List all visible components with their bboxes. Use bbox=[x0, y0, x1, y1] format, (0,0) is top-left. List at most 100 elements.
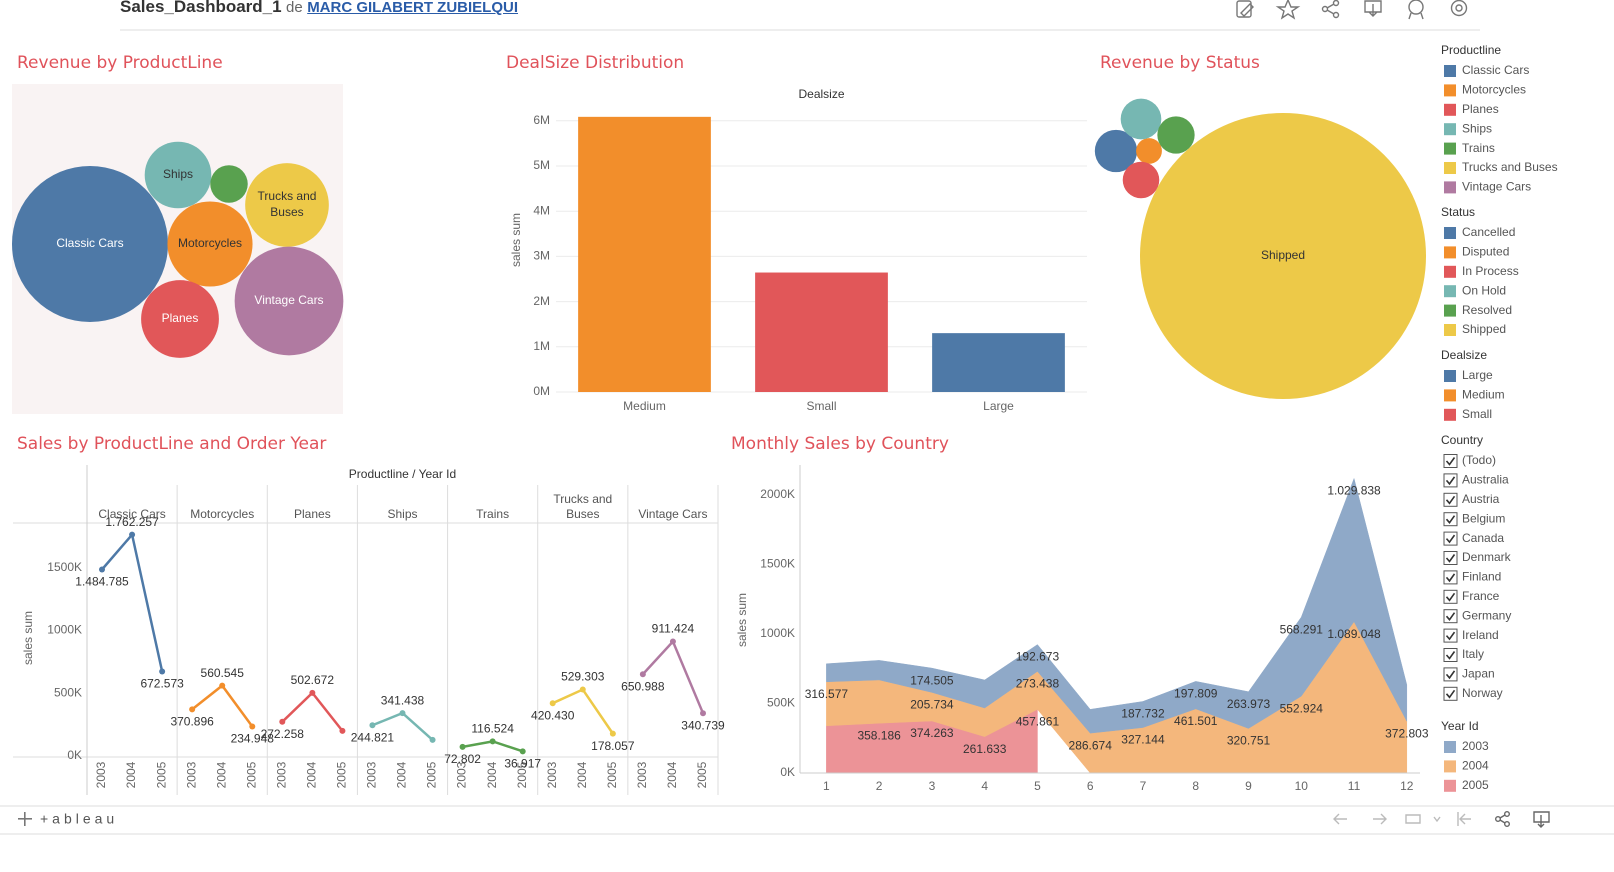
x-tick-label: 2004 bbox=[124, 761, 138, 788]
legend-label: (Todo) bbox=[1462, 453, 1496, 467]
legend-label: 2005 bbox=[1462, 778, 1489, 792]
check-mark bbox=[1445, 670, 1456, 680]
legend-swatch bbox=[1444, 741, 1456, 753]
panel-name-box: Vintage Cars bbox=[638, 507, 708, 521]
x-tick-label: 2003 bbox=[94, 761, 108, 788]
legend-swatch bbox=[1444, 324, 1456, 336]
checkbox[interactable] bbox=[1443, 589, 1458, 604]
value-label: 672.573 bbox=[140, 677, 184, 691]
y-tick-label: 4M bbox=[533, 203, 550, 217]
legend-label: Belgium bbox=[1462, 511, 1505, 525]
y-tick-label: 2M bbox=[533, 294, 550, 308]
chart-header: Dealsize bbox=[798, 87, 844, 101]
legend-swatch bbox=[1444, 227, 1456, 239]
alert-icon[interactable] bbox=[1408, 0, 1424, 20]
point bbox=[369, 722, 376, 729]
legend-label: Classic Cars bbox=[1462, 63, 1529, 77]
checkbox[interactable] bbox=[1443, 609, 1458, 624]
revert-button[interactable] bbox=[1405, 814, 1441, 824]
checkbox[interactable] bbox=[1443, 628, 1458, 643]
download-icon[interactable] bbox=[1364, 0, 1382, 17]
legend-swatch bbox=[1444, 142, 1456, 155]
x-tick-label: 2003 bbox=[274, 761, 288, 788]
chart-title: Revenue by ProductLine bbox=[17, 53, 223, 73]
x-tick-label: 4 bbox=[981, 779, 988, 793]
legend-label: On Hold bbox=[1462, 283, 1506, 297]
share-icon[interactable] bbox=[1321, 0, 1340, 19]
x-tick-label: 2003 bbox=[635, 761, 649, 788]
checkbox[interactable] bbox=[1443, 686, 1458, 701]
share-button[interactable] bbox=[1494, 811, 1510, 828]
value-label: 372.803 bbox=[1385, 726, 1429, 740]
x-tick-label: 8 bbox=[1192, 779, 1199, 793]
check-mark bbox=[1445, 651, 1456, 660]
panel-name: Planes bbox=[294, 507, 331, 521]
legend-label: Ireland bbox=[1462, 628, 1499, 642]
checkbox[interactable] bbox=[1443, 551, 1458, 565]
value-label: 1.762.257 bbox=[105, 515, 159, 529]
bubble-label: Motorcycles bbox=[177, 236, 242, 251]
point bbox=[519, 748, 526, 755]
download-button[interactable] bbox=[1533, 811, 1550, 828]
legend-swatch bbox=[1444, 760, 1456, 773]
legend-label: Motorcycles bbox=[1462, 83, 1526, 97]
y-tick-label: 500K bbox=[54, 685, 82, 699]
legend-label: Japan bbox=[1462, 667, 1495, 681]
value-label: 1.029.838 bbox=[1327, 484, 1381, 498]
x-tick-label: Large bbox=[983, 399, 1014, 413]
checkbox[interactable] bbox=[1443, 454, 1458, 468]
settings-icon[interactable] bbox=[1450, 0, 1468, 17]
value-label: 192.673 bbox=[1016, 650, 1060, 664]
bubble bbox=[210, 165, 248, 203]
checkbox[interactable] bbox=[1443, 531, 1458, 546]
checkbox[interactable] bbox=[1443, 492, 1458, 507]
reset-button[interactable] bbox=[1457, 812, 1471, 826]
author-link[interactable]: MARC GILABERT ZUBIELQUI bbox=[307, 0, 519, 16]
bubble bbox=[1157, 116, 1195, 154]
checkbox[interactable] bbox=[1443, 648, 1458, 662]
check-mark bbox=[1445, 515, 1456, 524]
chart-title: DealSize Distribution bbox=[506, 53, 684, 73]
favorite-icon[interactable] bbox=[1275, 0, 1301, 20]
legend-title: Country bbox=[1441, 433, 1483, 447]
x-tick-label: 2004 bbox=[665, 761, 679, 788]
check-mark bbox=[1445, 534, 1456, 544]
x-tick-label: 2005 bbox=[515, 761, 529, 788]
value-label: 286.674 bbox=[1069, 738, 1113, 752]
x-tick-label: 12 bbox=[1400, 779, 1414, 793]
bubble-label: Trucks and Buses bbox=[257, 189, 317, 219]
value-label: 261.633 bbox=[963, 742, 1007, 756]
point bbox=[339, 727, 346, 734]
check-mark bbox=[1445, 495, 1456, 505]
legend-title: Dealsize bbox=[1441, 348, 1487, 362]
x-tick-label: 2004 bbox=[395, 761, 409, 788]
value-label: 263.973 bbox=[1227, 697, 1271, 711]
panel-name-box: Planes bbox=[294, 507, 331, 521]
value-label: 650.988 bbox=[621, 679, 665, 693]
point bbox=[579, 686, 586, 693]
checkbox[interactable] bbox=[1443, 667, 1458, 682]
checkbox[interactable] bbox=[1443, 512, 1458, 527]
value-label: 358.186 bbox=[857, 728, 901, 742]
bubble bbox=[167, 201, 253, 287]
legend-swatch bbox=[1444, 123, 1456, 136]
legend-label: Finland bbox=[1462, 570, 1501, 584]
point bbox=[219, 682, 226, 689]
check-mark bbox=[1445, 573, 1456, 583]
legend-swatch bbox=[1444, 65, 1456, 77]
y-axis-label: sales sum bbox=[509, 213, 523, 267]
legend-swatch bbox=[1444, 246, 1456, 259]
value-label: 205.734 bbox=[910, 698, 954, 712]
redo-button[interactable] bbox=[1373, 813, 1387, 825]
legend-swatch bbox=[1444, 103, 1456, 116]
checkbox[interactable] bbox=[1443, 570, 1458, 585]
panel-name: Trains bbox=[476, 507, 510, 521]
panel-name: Vintage Cars bbox=[638, 507, 708, 521]
x-tick-label: 2003 bbox=[455, 761, 469, 788]
undo-button[interactable] bbox=[1333, 813, 1347, 825]
checkbox[interactable] bbox=[1443, 473, 1458, 488]
point bbox=[700, 710, 706, 717]
value-label: 174.505 bbox=[910, 673, 954, 687]
edit-icon[interactable] bbox=[1236, 0, 1254, 18]
x-tick-label: Medium bbox=[623, 399, 666, 413]
